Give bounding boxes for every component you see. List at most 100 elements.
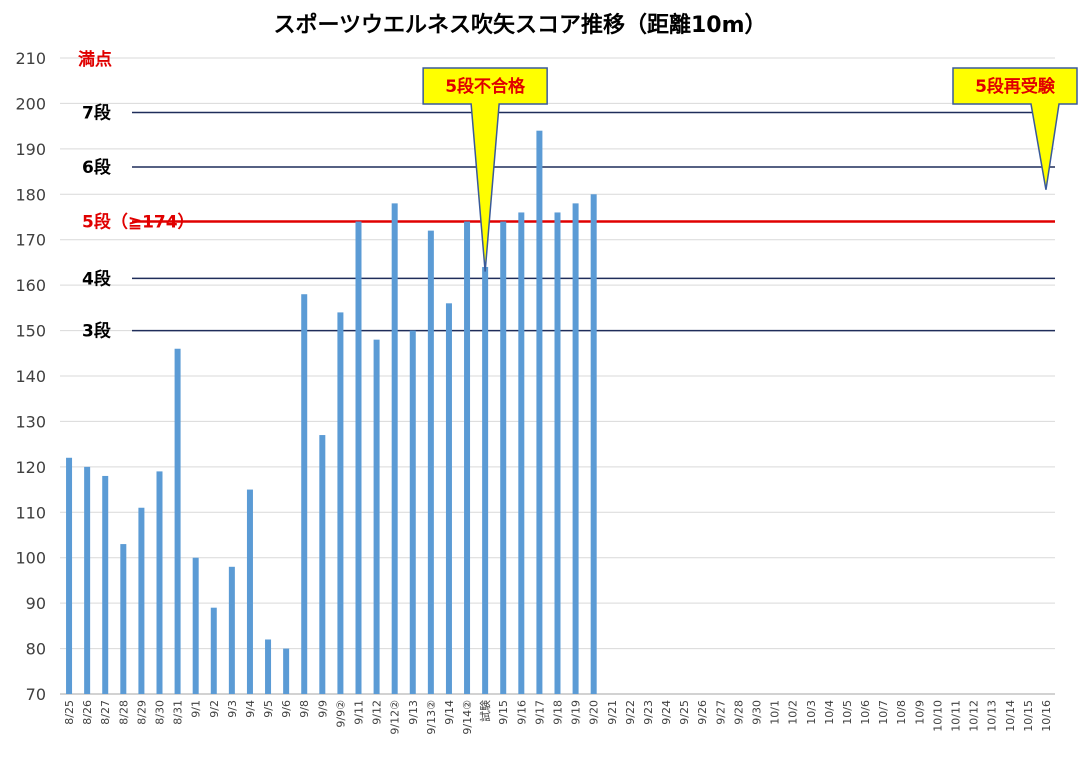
x-tick-label: 試験 [478, 700, 492, 722]
x-tick-label: 10/6 [859, 700, 872, 725]
bar [210, 607, 217, 694]
bar [518, 212, 525, 694]
bar [500, 221, 507, 695]
x-tick-label: 10/13 [986, 700, 999, 732]
x-tick-label: 9/16 [515, 700, 528, 725]
bar [66, 457, 73, 694]
y-tick-label: 170 [15, 231, 46, 250]
bars [66, 130, 597, 695]
y-tick-label: 160 [15, 276, 46, 295]
reference-line-label: 4段 [82, 268, 111, 289]
bar [590, 194, 597, 695]
bar [464, 221, 471, 695]
x-tick-label: 8/27 [99, 700, 112, 725]
x-tick-label: 10/1 [769, 700, 782, 725]
x-tick-label: 9/24 [660, 700, 673, 725]
y-tick-label: 140 [15, 367, 46, 386]
y-tick-label: 100 [15, 549, 46, 568]
y-tick-label: 90 [26, 594, 46, 613]
x-tick-label: 10/10 [931, 700, 944, 732]
y-tick-label: 80 [26, 640, 46, 659]
bar [228, 566, 235, 694]
x-tick-label: 9/13② [425, 700, 438, 735]
x-tick-label: 9/30 [751, 700, 764, 725]
bar [572, 203, 579, 694]
x-tick-label: 8/30 [154, 700, 167, 725]
x-tick-label: 8/26 [81, 700, 94, 725]
max-score-label: 満点 [78, 49, 112, 70]
reference-line-label: 5段（≧174） [82, 212, 195, 233]
x-tick-label: 9/9 [316, 700, 329, 718]
x-tick-label: 10/4 [823, 700, 836, 725]
x-tick-label: 9/22 [624, 700, 637, 725]
x-tick-label: 9/14 [443, 700, 456, 725]
y-tick-label: 70 [26, 685, 46, 704]
x-tick-label: 9/20 [588, 700, 601, 725]
bar [174, 348, 181, 694]
x-tick-label: 10/12 [968, 700, 981, 732]
x-tick-label: 10/8 [895, 700, 908, 725]
x-tick-label: 9/18 [552, 700, 565, 725]
x-axis-ticks: 8/25 8/26 8/27 8/28 8/29 8/30 8/31 9/1 9/2 9/3 9/4… [63, 700, 1053, 735]
bar [120, 544, 127, 694]
x-tick-label: 10/14 [1004, 700, 1017, 732]
x-tick-label: 10/7 [877, 700, 890, 725]
x-tick-label: 8/25 [63, 700, 76, 725]
x-tick-label: 9/3 [226, 700, 239, 718]
x-tick-label: 9/9② [334, 700, 347, 728]
callouts: 5段不合格 5段再受験 [422, 67, 1078, 272]
x-tick-label: 9/8 [298, 700, 311, 718]
bar [84, 466, 91, 694]
bar [192, 557, 199, 694]
x-tick-label: 9/12② [389, 700, 402, 735]
x-tick-label: 10/5 [841, 700, 854, 725]
x-tick-label: 9/21 [606, 700, 619, 725]
bar [156, 471, 163, 694]
bar [283, 648, 290, 694]
y-tick-label: 110 [15, 503, 46, 522]
y-tick-label: 200 [15, 94, 46, 113]
x-tick-label: 9/1 [190, 700, 203, 718]
bar [319, 435, 326, 694]
callout: 5段再受験 [952, 67, 1078, 190]
bar [427, 230, 434, 694]
x-tick-label: 9/25 [678, 700, 691, 725]
reference-lines: 7段 6段 5段（≧174） 4段 3段 満点 [78, 49, 1055, 342]
bar [409, 330, 416, 694]
reference-line-label: 3段 [82, 321, 111, 342]
x-tick-label: 9/26 [696, 700, 709, 725]
x-tick-label: 9/6 [280, 700, 293, 718]
bar [246, 489, 253, 694]
bar [301, 294, 308, 694]
bar [265, 639, 272, 694]
y-tick-label: 130 [15, 412, 46, 431]
x-tick-label: 10/16 [1040, 700, 1053, 732]
x-tick-label: 9/5 [262, 700, 275, 718]
x-tick-label: 9/19 [570, 700, 583, 725]
callout-label: 5段再受験 [975, 76, 1056, 97]
bar [445, 303, 452, 694]
callout-shape [952, 67, 1078, 190]
x-tick-label: 9/15 [497, 700, 510, 725]
x-tick-label: 9/17 [533, 700, 546, 725]
x-tick-label: 10/15 [1022, 700, 1035, 732]
bar [138, 507, 145, 694]
x-tick-label: 10/3 [805, 700, 818, 725]
y-axis-ticks: 70 80 90 100 110 120 130 140 150 160 170 180 190 200 2… [15, 49, 46, 704]
callout-shape [422, 67, 548, 272]
bar [355, 221, 362, 695]
reference-line-label: 6段 [82, 157, 111, 178]
x-tick-label: 10/11 [950, 700, 963, 732]
callout-label: 5段不合格 [445, 76, 526, 97]
x-tick-label: 9/4 [244, 700, 257, 718]
x-tick-label: 9/13 [407, 700, 420, 725]
x-tick-label: 9/2 [208, 700, 221, 718]
x-tick-label: 10/9 [913, 700, 926, 725]
bar [373, 339, 380, 694]
bar [391, 203, 398, 694]
bar [102, 475, 109, 694]
x-tick-label: 9/11 [353, 700, 366, 725]
y-tick-label: 120 [15, 458, 46, 477]
y-tick-label: 210 [15, 49, 46, 68]
